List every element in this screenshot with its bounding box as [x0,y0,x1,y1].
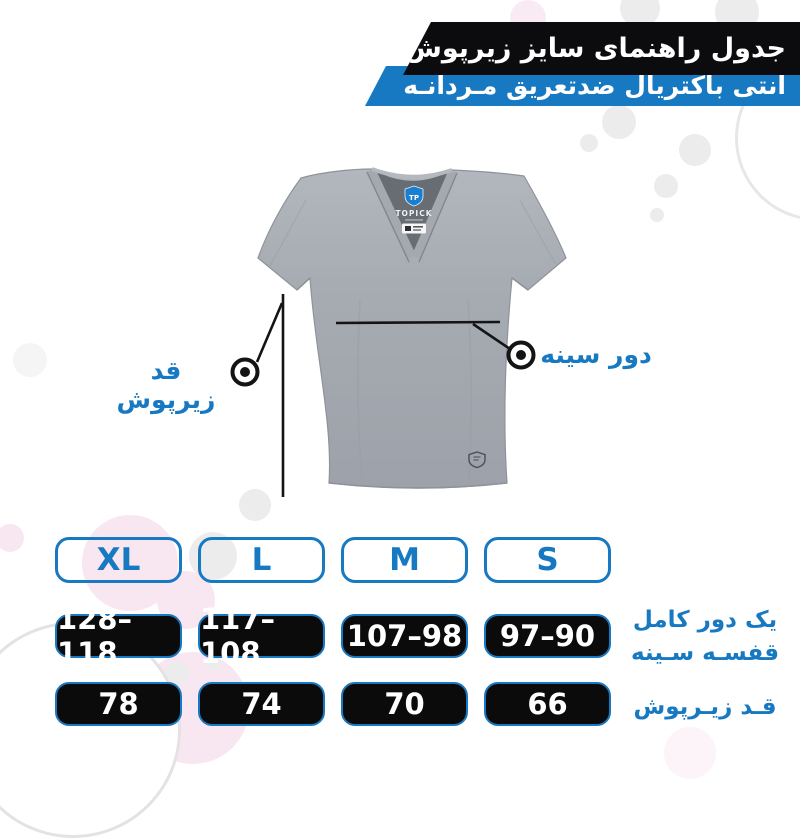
bubble-decoration [207,656,221,670]
chest-marker-icon [506,340,536,370]
brand-name: TOPICK [395,209,432,218]
shirt-image: TP TOPICK [230,167,567,497]
size-tag-mark [413,226,423,228]
banner-title: جدول راهنمای سایز زیرپوش نانو [403,22,800,75]
length-value-s: 66 [484,682,611,726]
length-value-l: 74 [198,682,325,726]
chest-label: دور سینه [540,340,652,369]
chest-value-xl: 128–118 [55,602,182,670]
bubble-decoration [650,208,664,222]
collar-inner [372,169,452,253]
banner-title-text: جدول راهنمای سایز زیرپوش نانو [404,33,786,64]
length-value-m: 70 [341,682,468,726]
chest-value-m: 107–98 [341,614,468,658]
length-marker-icon [230,357,260,387]
fold-line [519,199,557,265]
chest-value-l: 117–108 [198,602,325,670]
brand-shield-monogram: TP [409,194,419,202]
row-label-chest: یک دور کامل قفسـه سـینه [612,604,798,669]
length-label: قد زیرپوش [116,356,216,414]
size-pill-s: S [484,537,611,583]
length-value-xl: 78 [55,682,182,726]
collar-back-band [371,167,453,179]
size-pill-m: M [341,537,468,583]
size-pill-xl: XL [55,537,182,583]
collar-edge [418,172,458,263]
cuff-line [511,277,529,291]
banner-subtitle-text: آنتی باکتریال ضدتعریق مـردانـه [403,71,786,100]
size-pill-l: L [198,537,325,583]
chest-emblem-icon [468,451,486,469]
bubble-decoration [654,174,678,198]
bubble-decoration [664,727,716,779]
row-label-chest-line1: یک دور کامل [632,607,778,633]
bubble-decoration [239,489,271,521]
collar-band [366,168,417,259]
chest-value-s: 97–90 [484,614,611,658]
row-label-length: قـد زیـرپوش [633,694,777,720]
bubble-decoration [0,524,24,552]
label-fineprint [405,219,423,221]
bubble-decoration [679,134,711,166]
bubble-decoration [189,532,237,580]
bubble-decoration [580,134,598,152]
bubble-decoration [13,343,47,377]
hem-line [328,482,508,489]
brand-shield-icon [404,185,424,207]
size-tag-mark [405,226,411,231]
size-tag-mark [413,229,421,231]
fold-line [357,299,363,481]
collar-edge [366,171,410,263]
bubble-decoration [602,105,636,139]
fold-line [269,199,307,267]
length-measure [230,294,285,497]
chest-measure [335,320,536,370]
row-label-chest-line2: قفسـه سـینه [630,639,780,666]
cuff-line [296,277,311,291]
collar-band [411,169,458,259]
